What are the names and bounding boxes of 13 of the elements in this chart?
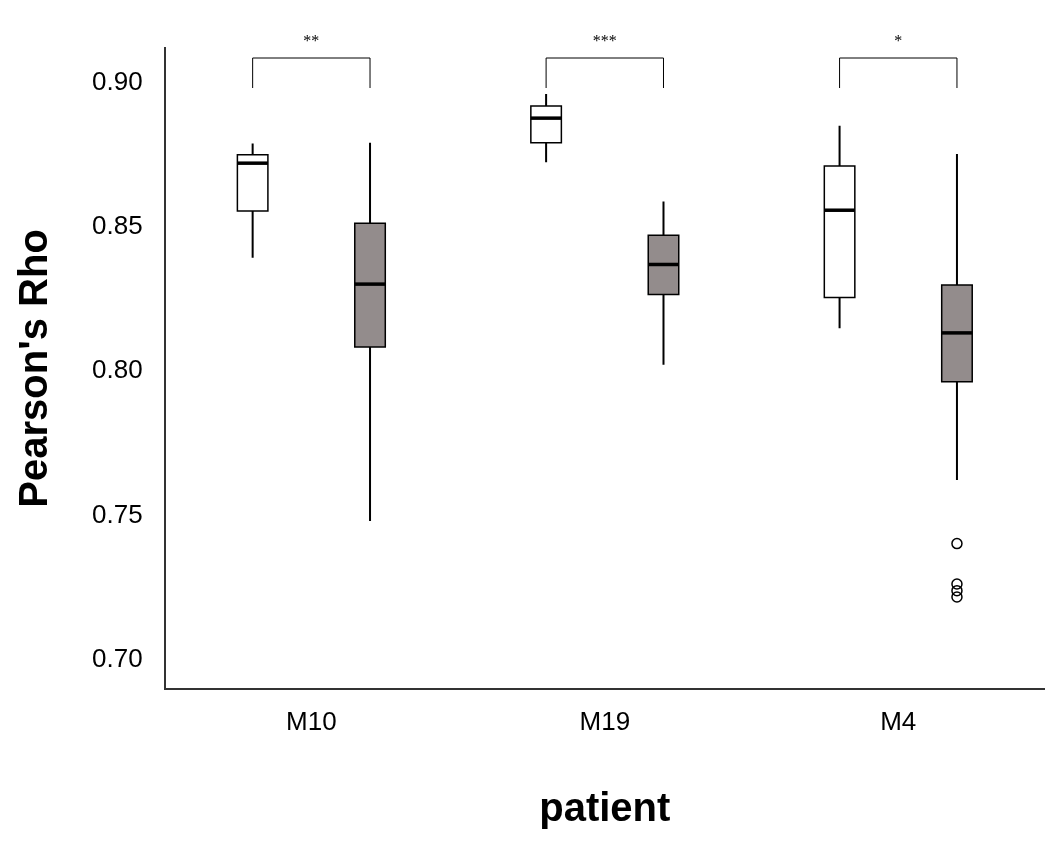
y-tick-label: 0.85 bbox=[91, 210, 143, 241]
y-tick-label: 0.70 bbox=[91, 643, 143, 674]
x-tick-label: M10 bbox=[286, 705, 337, 736]
annotation: *** bbox=[592, 32, 617, 50]
y-tick-label: 0.80 bbox=[91, 354, 143, 385]
y-tick-label: 0.75 bbox=[91, 498, 143, 529]
annotation: ** bbox=[303, 32, 320, 50]
x-tick-label: M4 bbox=[880, 705, 917, 736]
x-axis-title: patient bbox=[539, 785, 671, 830]
x-tick-label: M19 bbox=[579, 705, 631, 736]
y-axis-title: Pearson's Rho bbox=[11, 229, 56, 508]
y-tick-label: 0.90 bbox=[91, 65, 143, 96]
annotation: * bbox=[894, 32, 903, 50]
